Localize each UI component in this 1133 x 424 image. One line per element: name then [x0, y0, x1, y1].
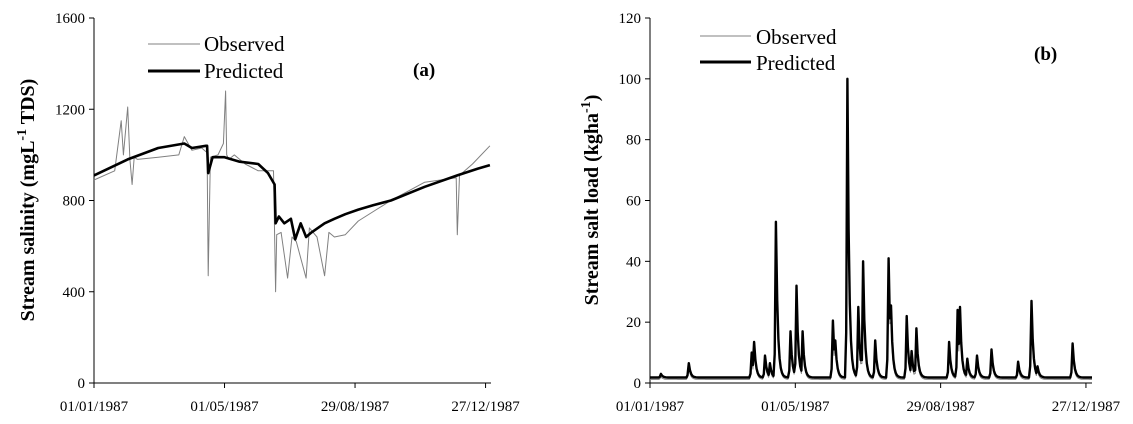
y-tick-label: 0	[78, 376, 86, 392]
y-tick-label: 1200	[55, 102, 85, 118]
panel-b-y-ticks: 0 20 40 60 80 100 120	[619, 11, 650, 392]
chart-panel-a: 0 400 800 1200 1600 01/01/1987 01/05/1987 29/0…	[15, 11, 520, 415]
series-predicted-line	[650, 77, 1093, 379]
panel-b-series	[650, 77, 1093, 380]
panel-b-y-axis-label: Stream salt load (kgha-1)	[579, 95, 603, 306]
panel-b-legend-predicted-label: Predicted	[756, 51, 836, 75]
series-observed-line	[650, 93, 1092, 380]
panel-b-legend-observed-label: Observed	[756, 25, 837, 49]
y-tick-label: 40	[626, 254, 641, 270]
y-tick-label: 800	[63, 194, 86, 210]
panel-a-legend: Observed Predicted	[148, 32, 285, 83]
y-tick-label: 20	[626, 315, 641, 331]
x-tick-label: 29/08/1987	[906, 399, 975, 415]
panel-a-y-ticks: 0 400 800 1200 1600	[55, 11, 94, 392]
x-tick-label: 27/12/1987	[1052, 399, 1121, 415]
panel-b-ylabel-sup: -1	[579, 101, 594, 113]
panel-a-legend-predicted-label: Predicted	[204, 59, 284, 83]
y-tick-label: 400	[63, 285, 86, 301]
x-tick-label: 01/05/1987	[761, 399, 830, 415]
panel-b-tag: (b)	[1034, 44, 1057, 65]
panel-a-x-ticks: 01/01/1987 01/05/1987 29/08/1987 27/12/1987	[60, 383, 520, 415]
x-tick-label: 01/01/1987	[616, 399, 685, 415]
panel-b-legend: Observed Predicted	[700, 25, 837, 75]
y-tick-label: 80	[626, 133, 641, 149]
panel-a-ylabel-sup: -1	[15, 129, 30, 141]
series-predicted-line	[93, 142, 491, 241]
panel-b-ylabel-main: Stream salt load (kgha	[581, 113, 603, 305]
panel-a-series	[93, 90, 491, 293]
chart-panel-b: 0 20 40 60 80 100 120 01/01/1987 01/05/1987 29/0…	[579, 11, 1121, 415]
panel-b-x-ticks: 01/01/1987 01/05/1987 29/08/1987 27/12/1987	[616, 383, 1121, 415]
x-tick-label: 01/05/1987	[190, 399, 259, 415]
panel-a-legend-observed-label: Observed	[204, 32, 285, 56]
y-tick-label: 120	[619, 11, 642, 27]
panel-a-ylabel-main: Stream salinity (mgL	[17, 141, 39, 322]
y-tick-label: 60	[626, 194, 641, 210]
x-tick-label: 01/01/1987	[60, 399, 129, 415]
y-tick-label: 0	[634, 376, 642, 392]
series-observed-line	[93, 90, 491, 293]
panel-a-tag: (a)	[413, 60, 435, 81]
y-tick-label: 1600	[55, 11, 85, 27]
y-tick-label: 100	[619, 72, 642, 88]
x-tick-label: 27/12/1987	[451, 399, 520, 415]
panel-b-ylabel-tail: )	[581, 95, 603, 102]
x-tick-label: 29/08/1987	[321, 399, 390, 415]
panel-a-ylabel-tail: TDS)	[17, 79, 39, 129]
panel-a-y-axis-label: Stream salinity (mgL-1 TDS)	[15, 79, 39, 322]
